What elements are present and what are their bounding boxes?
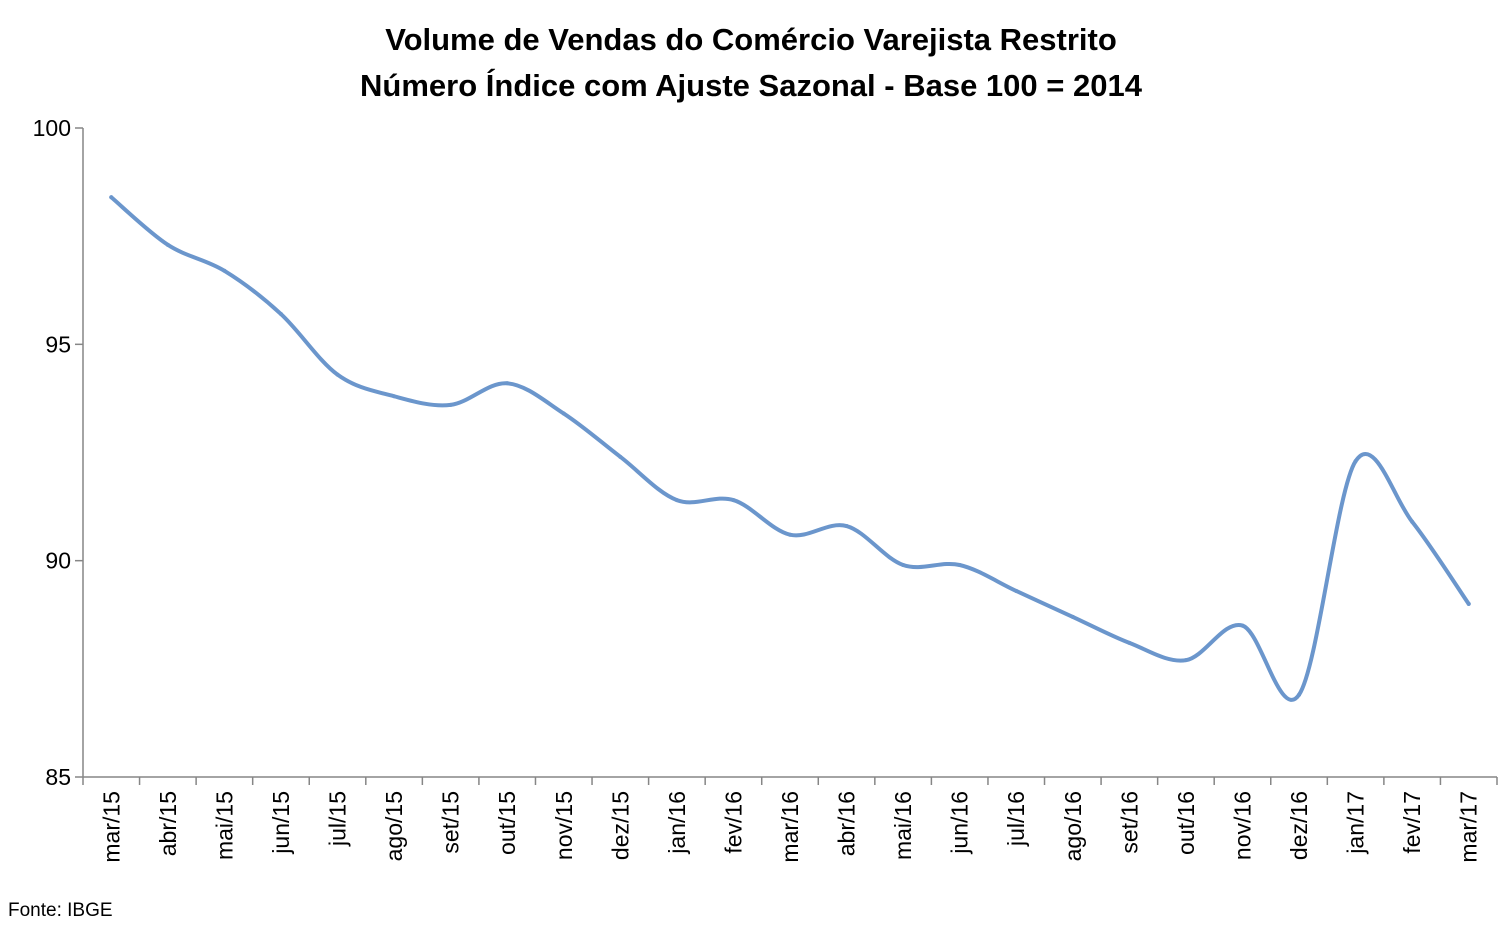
x-tick-label: out/16 xyxy=(1173,791,1199,855)
x-tick-label: jan/16 xyxy=(664,791,690,855)
y-tick-label: 95 xyxy=(45,331,71,357)
data-point xyxy=(1353,459,1358,464)
source-note: Fonte: IBGE xyxy=(8,900,113,921)
y-axis-ticks: 85 90 95 100 xyxy=(33,115,83,790)
series-layer xyxy=(109,195,1471,702)
x-tick-label: fev/17 xyxy=(1399,791,1425,854)
data-point xyxy=(674,498,679,503)
chart-title: Volume de Vendas do Comércio Varejista R… xyxy=(385,22,1117,57)
data-point xyxy=(957,562,962,567)
data-point xyxy=(618,454,623,459)
x-tick-label: abr/16 xyxy=(834,791,860,856)
x-tick-label: mai/16 xyxy=(890,791,916,860)
x-tick-label: ago/16 xyxy=(1060,791,1086,861)
data-point xyxy=(1127,640,1132,645)
y-tick-label: 90 xyxy=(45,548,71,574)
x-tick-label: out/15 xyxy=(494,791,520,855)
data-point xyxy=(1466,601,1471,606)
x-tick-label: jan/17 xyxy=(1343,791,1369,855)
x-tick-label: jul/15 xyxy=(325,791,351,847)
data-point xyxy=(222,268,227,273)
data-point xyxy=(901,562,906,567)
x-tick-label: dez/16 xyxy=(1286,791,1312,860)
data-point xyxy=(335,372,340,377)
x-axis-ticks: mar/15 abr/15 mai/15 jun/15 jul/15 ago/15 set/… xyxy=(82,777,1498,863)
data-point xyxy=(1240,623,1245,628)
x-tick-label: set/16 xyxy=(1116,791,1142,854)
x-tick-label: ago/15 xyxy=(381,791,407,861)
data-point xyxy=(278,312,283,317)
data-point xyxy=(561,411,566,416)
x-tick-label: dez/15 xyxy=(607,791,633,860)
data-point xyxy=(1070,614,1075,619)
axes xyxy=(82,128,1497,778)
x-tick-label: fev/16 xyxy=(720,791,746,854)
data-point xyxy=(1410,519,1415,524)
x-tick-label: mar/17 xyxy=(1456,791,1482,863)
x-tick-label: nov/15 xyxy=(551,791,577,860)
data-point xyxy=(1014,588,1019,593)
data-point xyxy=(109,195,114,200)
data-point xyxy=(505,381,510,386)
y-tick-label: 85 xyxy=(45,764,71,790)
chart-subtitle: Número Índice com Ajuste Sazonal - Base … xyxy=(360,68,1142,103)
data-point xyxy=(448,402,453,407)
data-point xyxy=(1183,658,1188,663)
data-point xyxy=(165,242,170,247)
series-line-0 xyxy=(109,195,1471,702)
y-tick-label: 100 xyxy=(33,115,71,141)
x-tick-label: set/15 xyxy=(438,791,464,854)
data-point xyxy=(731,498,736,503)
x-tick-label: nov/16 xyxy=(1229,791,1255,860)
data-point xyxy=(1297,692,1302,697)
x-tick-label: mar/15 xyxy=(98,791,124,863)
x-tick-label: mar/16 xyxy=(777,791,803,863)
x-tick-label: jun/16 xyxy=(947,791,973,855)
data-point xyxy=(788,532,792,537)
x-tick-label: jul/16 xyxy=(1003,791,1029,847)
data-point xyxy=(392,394,397,399)
x-tick-label: jun/15 xyxy=(268,791,294,855)
x-tick-label: mai/15 xyxy=(211,791,237,860)
x-tick-label: abr/15 xyxy=(155,791,181,856)
data-point xyxy=(844,524,849,529)
